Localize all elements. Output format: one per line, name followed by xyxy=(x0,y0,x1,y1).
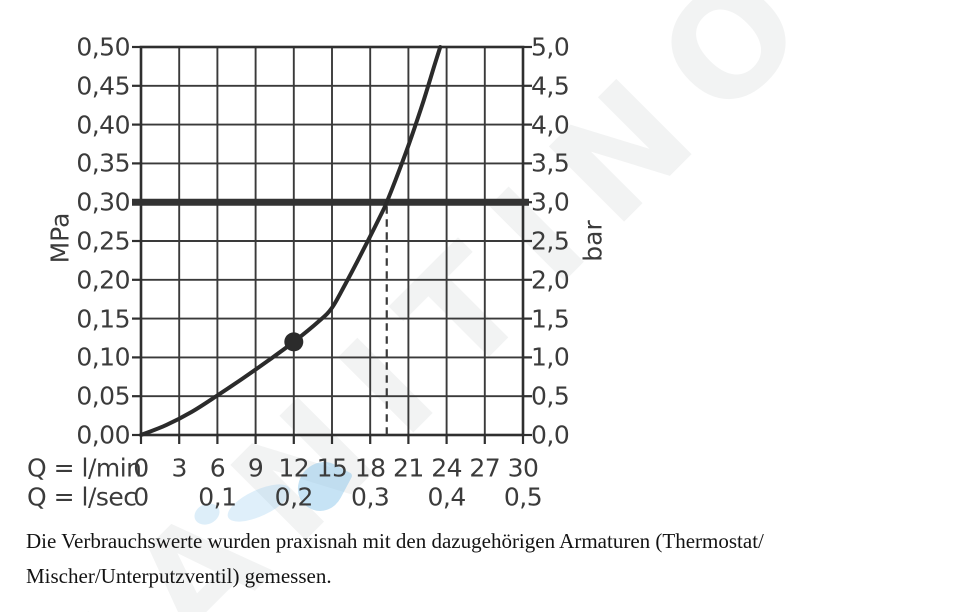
x-axis-lsec-tick-label: 0,1 xyxy=(198,482,237,512)
x-axis-lmin-tick-label: 9 xyxy=(247,453,264,483)
right-axis-tick-label: 0,5 xyxy=(531,381,570,411)
left-axis-unit-label: MPa xyxy=(45,212,75,264)
x-axis-lmin-tick-label: 27 xyxy=(469,453,501,483)
x-axis-lsec-tick-label: 0,3 xyxy=(351,482,390,512)
left-axis-tick-label: 0,50 xyxy=(76,32,130,62)
x-axis-lmin-tick-label: 24 xyxy=(431,453,462,483)
right-axis-tick-label: 2,5 xyxy=(531,226,570,256)
right-axis-tick-label: 4,5 xyxy=(531,71,570,101)
caption-line-2: Mischer/Unterputzventil) gemessen. xyxy=(26,564,332,588)
left-axis-tick-label: 0,05 xyxy=(76,381,130,411)
left-axis-tick-label: 0,10 xyxy=(76,342,130,372)
right-axis-tick-label: 4,0 xyxy=(531,110,570,140)
caption-text: Die Verbrauchswerte wurden praxisnah mit… xyxy=(26,524,764,594)
x-axis-lsec-tick-label: 0,5 xyxy=(503,482,543,512)
right-axis-tick-label: 5,0 xyxy=(531,32,570,62)
left-axis-tick-label: 0,00 xyxy=(76,420,130,450)
plot-border xyxy=(139,45,525,437)
left-axis-tick-label: 0,25 xyxy=(76,226,130,256)
x-axis-lmin-tick-label: 3 xyxy=(171,453,187,483)
x-axis-lmin-tick-label: 6 xyxy=(209,453,226,483)
left-axis-tick-label: 0,20 xyxy=(76,265,130,295)
x-axis-lmin-tick-label: 0 xyxy=(133,453,149,483)
x-axis-lmin-tick-label: 30 xyxy=(507,453,539,483)
left-axis-tick-label: 0,40 xyxy=(76,110,130,140)
right-axis-tick-label: 1,0 xyxy=(531,342,570,372)
x-axis-lmin-tick-label: 18 xyxy=(354,453,386,483)
x-axis-lsec-tick-label: 0,2 xyxy=(274,482,314,512)
left-axis-tick-label: 0,30 xyxy=(76,187,130,217)
x-axis-row-label-lmin: Q = l/min xyxy=(27,453,142,483)
caption-line-1: Die Verbrauchswerte wurden praxisnah mit… xyxy=(26,529,764,553)
x-axis-row-label-lsec: Q = l/sec xyxy=(27,482,137,512)
right-axis-tick-label: 3,5 xyxy=(531,148,570,178)
x-axis-lmin-tick-label: 12 xyxy=(278,453,310,483)
x-axis-lsec-tick-label: 0 xyxy=(133,482,149,512)
right-axis-tick-label: 1,5 xyxy=(531,304,570,334)
left-axis-tick-label: 0,15 xyxy=(76,304,130,334)
flow-curve xyxy=(139,45,443,437)
left-axis-tick-label: 0,35 xyxy=(76,148,130,178)
x-axis-lmin-tick-label: 15 xyxy=(316,453,348,483)
curve-marker-dot xyxy=(284,332,304,352)
right-axis-tick-label: 3,0 xyxy=(531,187,570,217)
right-axis-unit-label: bar xyxy=(578,220,608,262)
x-axis-lsec-tick-label: 0,4 xyxy=(427,482,466,512)
right-axis-tick-label: 0,0 xyxy=(531,420,570,450)
left-axis-tick-label: 0,45 xyxy=(76,71,130,101)
x-axis-lmin-tick-label: 21 xyxy=(392,453,424,483)
right-axis-tick-label: 2,0 xyxy=(531,265,570,295)
